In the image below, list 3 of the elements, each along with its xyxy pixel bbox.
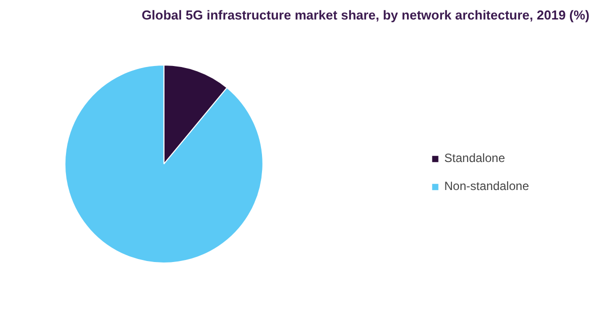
chart-title: Global 5G infrastructure market share, by network architecture, 2019 (%) <box>142 8 590 22</box>
legend-label: Non-standalone <box>444 179 529 193</box>
legend-label: Standalone <box>444 151 505 165</box>
